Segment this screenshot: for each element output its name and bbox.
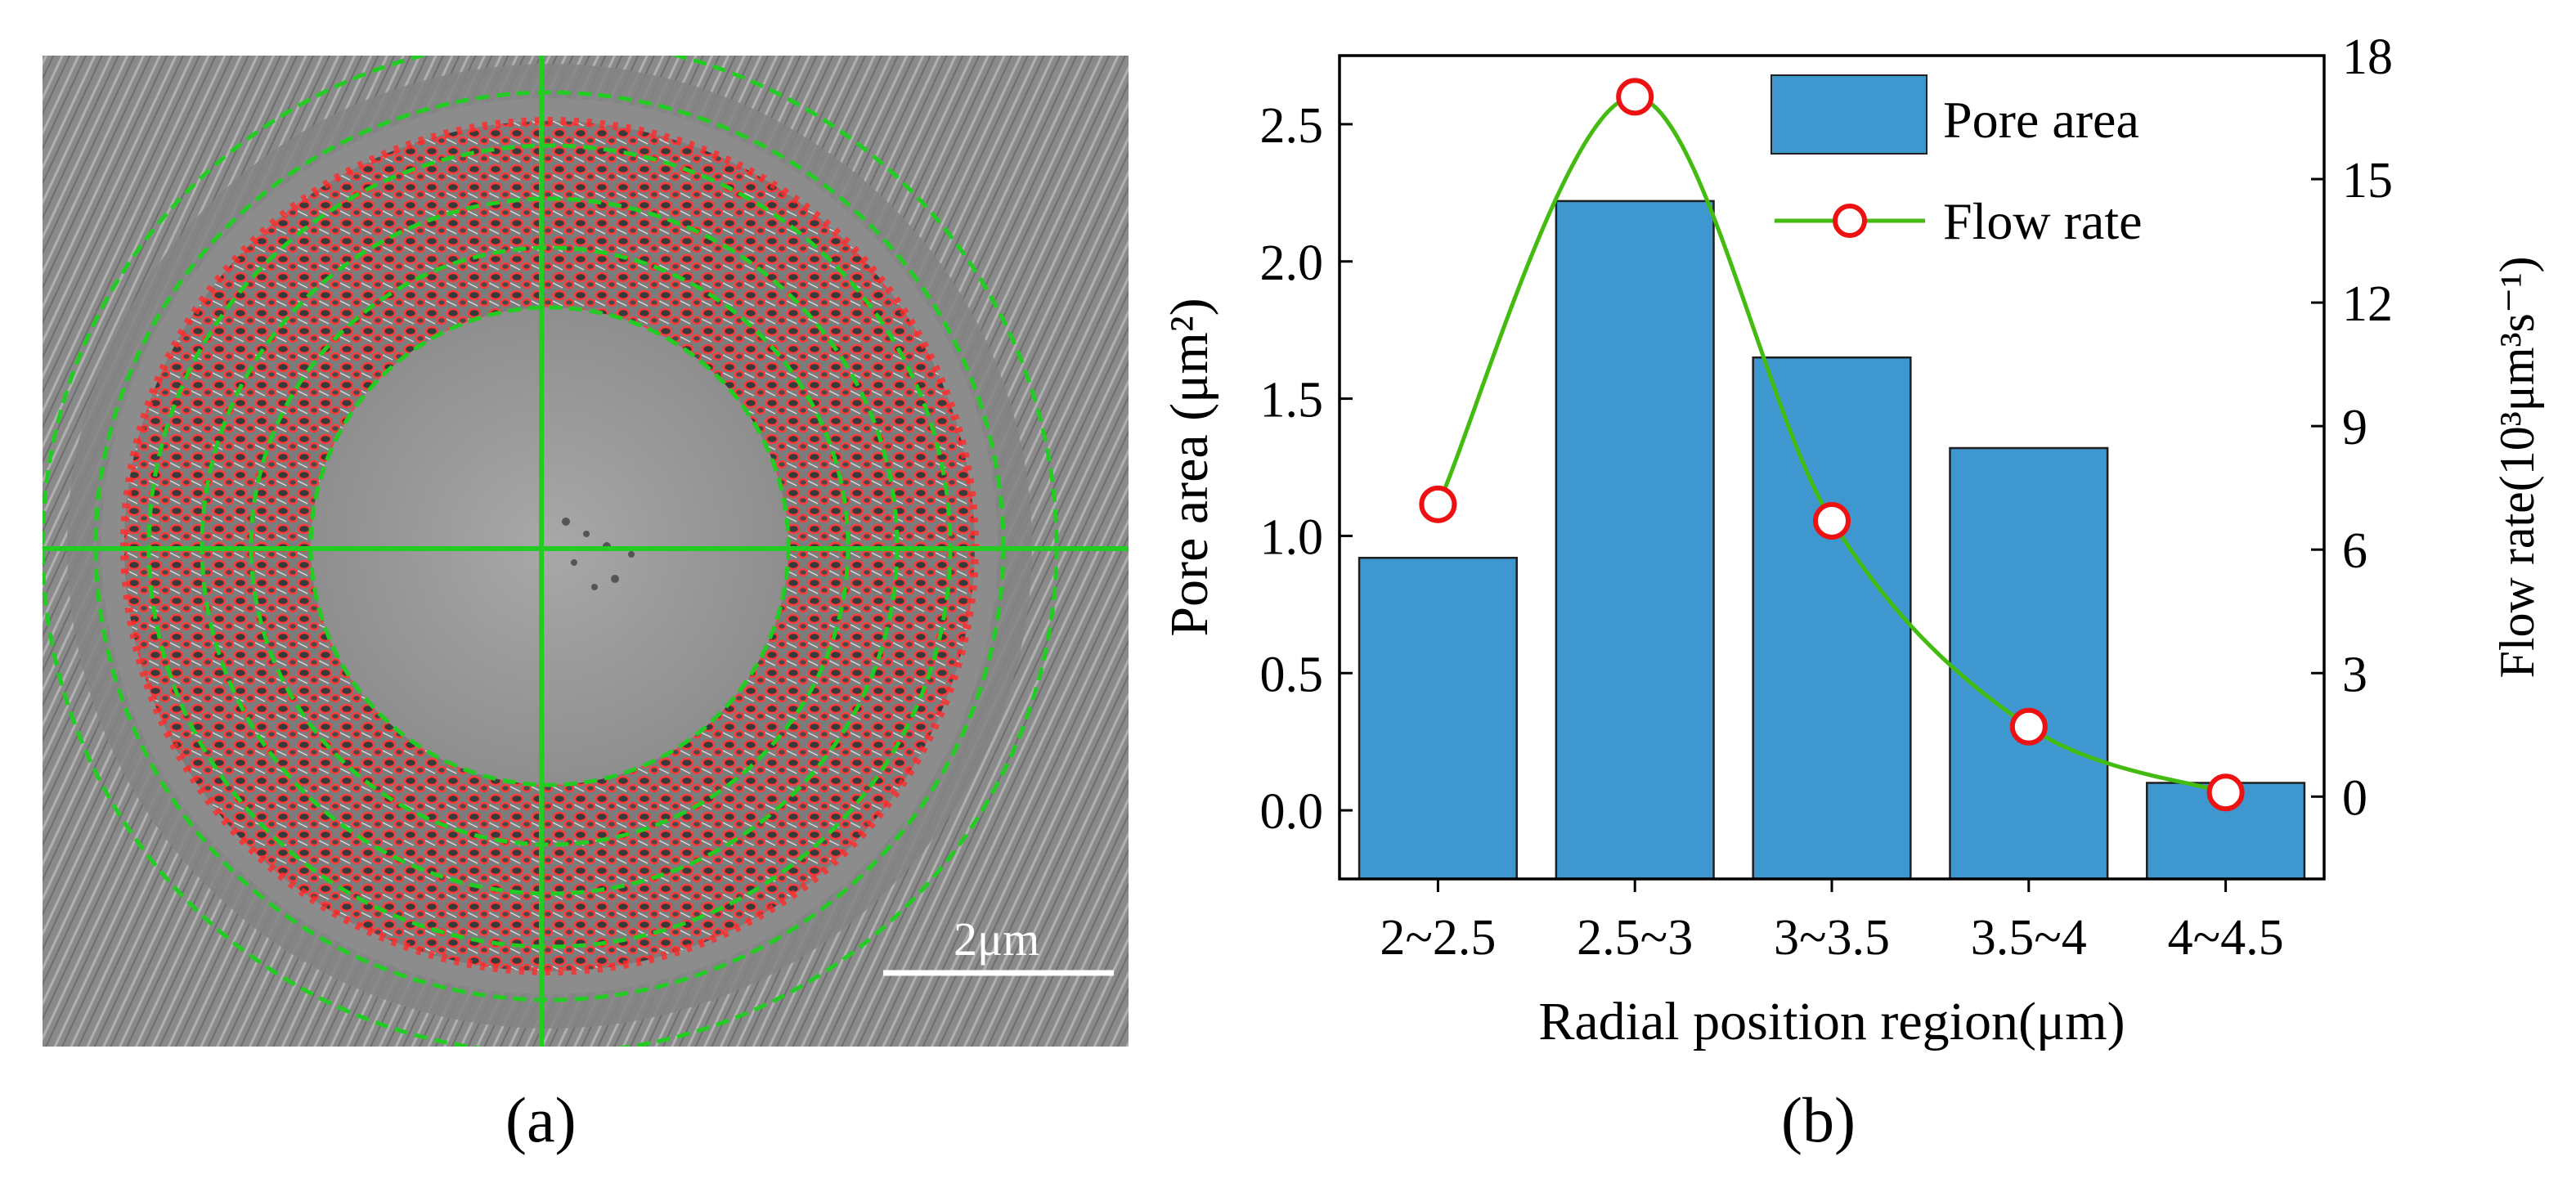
legend: Pore area Flow rate — [1770, 74, 2143, 250]
right-tick-label: 15 — [2342, 153, 2393, 208]
flow-marker-3.5~4 — [2009, 707, 2048, 746]
x-axis: 2~2.5 2.5~3 3~3.5 3.5~4 4~4.5 — [1380, 879, 2284, 966]
left-tick-label: 0.0 — [1260, 784, 1324, 840]
legend-marker-flow-rate — [1833, 204, 1867, 238]
x-tick-label: 3~3.5 — [1774, 910, 1890, 966]
right-tick-label: 12 — [2342, 276, 2393, 332]
panel-b-caption: (b) — [1781, 1084, 1856, 1155]
x-tick-label: 2~2.5 — [1380, 910, 1496, 966]
legend-swatch-pore-area — [1770, 74, 1928, 155]
panel-a-caption: (a) — [505, 1084, 577, 1155]
right-tick-label: 3 — [2342, 647, 2367, 702]
x-tick-label: 3.5~4 — [1971, 910, 2087, 966]
flow-marker-2~2.5 — [1419, 485, 1457, 523]
x-tick-label: 2.5~3 — [1577, 910, 1693, 966]
right-tick-label: 6 — [2342, 523, 2367, 579]
right-axis: 0 3 6 9 12 15 18 — [2311, 29, 2393, 826]
chart-panel: 0.0 0.5 1.0 1.5 2.0 2.5 0 3 6 9 12 15 18 2~2.5 2.5~3… — [1129, 0, 2576, 1193]
left-tick-label: 1.0 — [1260, 509, 1324, 565]
flow-marker-4~4.5 — [2206, 773, 2245, 812]
bar-series — [1358, 200, 2306, 881]
flow-rate-markers — [1419, 78, 2245, 812]
pore-flow-chart: 0.0 0.5 1.0 1.5 2.0 2.5 0 3 6 9 12 15 18 2~2.5 2.5~3… — [1160, 29, 2544, 1051]
scale-bar-label: 2μm — [954, 912, 1039, 966]
bar-2.5~3 — [1555, 200, 1715, 881]
legend-label-pore-area: Pore area — [1943, 91, 2139, 149]
crosshair-lines — [43, 56, 1129, 1047]
left-axis: 0.0 0.5 1.0 1.5 2.0 2.5 — [1260, 98, 1353, 840]
x-axis-label: Radial position region(μm) — [1538, 992, 2125, 1051]
right-tick-label: 9 — [2342, 400, 2367, 455]
sem-image: 2μm — [40, 37, 1129, 1056]
left-axis-label: Pore area (μm²) — [1160, 298, 1219, 636]
left-tick-label: 1.5 — [1260, 373, 1324, 428]
left-tick-label: 0.5 — [1260, 647, 1324, 702]
legend-label-flow-rate: Flow rate — [1943, 192, 2143, 250]
sem-image-panel: 2μm — [40, 37, 1129, 1056]
left-tick-label: 2.0 — [1260, 235, 1324, 291]
left-tick-label: 2.5 — [1260, 98, 1324, 154]
flow-rate-line — [1436, 94, 2227, 795]
right-tick-label: 18 — [2342, 29, 2393, 85]
bar-2~2.5 — [1358, 557, 1518, 881]
flow-marker-2.5~3 — [1616, 78, 1654, 116]
bar-3.5~4 — [1949, 446, 2109, 881]
x-tick-label: 4~4.5 — [2168, 910, 2284, 966]
flow-marker-3~3.5 — [1813, 501, 1851, 540]
bar-3~3.5 — [1752, 356, 1912, 881]
right-axis-label: Flow rate(10³μm³s⁻¹) — [2490, 256, 2544, 678]
right-tick-label: 0 — [2342, 770, 2367, 826]
